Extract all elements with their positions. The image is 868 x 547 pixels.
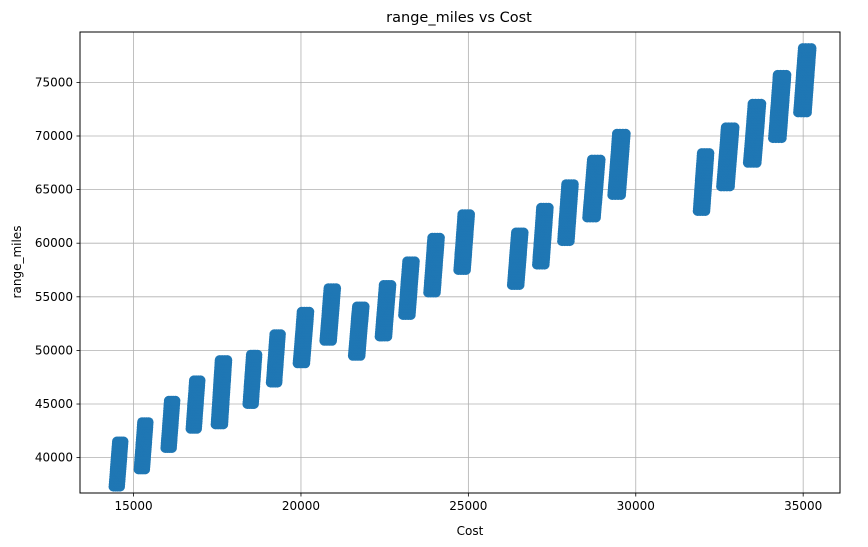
- point-cluster: [133, 417, 154, 475]
- data-point: [409, 256, 420, 267]
- point-cluster: [210, 355, 233, 430]
- data-point: [386, 280, 397, 290]
- point-cluster: [532, 202, 554, 270]
- point-cluster: [265, 329, 286, 388]
- data-point: [143, 417, 154, 428]
- data-point: [434, 232, 445, 243]
- y-tick-label: 70000: [35, 129, 73, 143]
- y-tick-label: 55000: [35, 290, 73, 304]
- y-tick-label: 50000: [35, 343, 73, 357]
- point-cluster: [347, 301, 370, 361]
- data-point: [806, 43, 817, 54]
- data-point: [704, 148, 715, 159]
- data-point: [781, 69, 792, 80]
- x-tick-label: 30000: [617, 499, 655, 513]
- data-point: [359, 301, 370, 312]
- data-point: [331, 283, 342, 294]
- point-cluster: [398, 256, 420, 320]
- y-axis-label: range_miles: [10, 226, 24, 299]
- y-axis-ticks: 40000 45000 50000 55000 60000 65000 70000 75000: [35, 75, 80, 465]
- x-axis-label: Cost: [457, 524, 484, 538]
- data-point: [620, 128, 631, 139]
- data-point: [543, 202, 554, 213]
- point-cluster: [319, 283, 342, 346]
- x-tick-label: 25000: [449, 499, 487, 513]
- point-cluster: [607, 128, 631, 200]
- plot-area-frame: [79, 31, 841, 494]
- point-cluster: [185, 375, 206, 434]
- point-cluster: [108, 436, 129, 492]
- point-cluster: [692, 148, 715, 216]
- x-axis-ticks: 15000 20000 25000 30000 35000: [114, 493, 822, 513]
- point-cluster: [374, 280, 397, 342]
- y-tick-label: 45000: [35, 397, 73, 411]
- point-cluster: [768, 69, 792, 144]
- point-cluster: [793, 43, 817, 118]
- x-tick-label: 35000: [784, 499, 822, 513]
- data-point: [195, 375, 206, 386]
- data-point: [275, 329, 286, 340]
- data-point: [729, 122, 740, 133]
- data-point: [568, 179, 579, 190]
- y-tick-label: 40000: [35, 451, 73, 465]
- point-cluster: [242, 349, 263, 409]
- data-point: [118, 436, 129, 447]
- point-cluster: [160, 395, 181, 453]
- chart-title: range_miles vs Cost: [386, 10, 532, 26]
- point-cluster: [506, 227, 529, 290]
- data-point: [252, 349, 263, 360]
- y-tick-label: 65000: [35, 183, 73, 197]
- data-points: [108, 43, 817, 492]
- point-cluster: [582, 154, 606, 223]
- y-tick-label: 60000: [35, 236, 73, 250]
- x-tick-label: 20000: [282, 499, 320, 513]
- data-point: [595, 154, 606, 165]
- point-cluster: [292, 306, 315, 369]
- point-cluster: [716, 122, 740, 192]
- data-point: [756, 98, 767, 109]
- x-tick-label: 15000: [114, 499, 152, 513]
- data-point: [518, 227, 529, 238]
- data-point: [222, 355, 233, 366]
- point-cluster: [557, 179, 579, 247]
- y-tick-label: 75000: [35, 75, 73, 89]
- point-cluster: [453, 209, 475, 275]
- point-cluster: [742, 98, 767, 168]
- data-point: [304, 306, 315, 317]
- point-cluster: [423, 232, 445, 298]
- data-point: [465, 209, 475, 220]
- data-point: [170, 395, 181, 406]
